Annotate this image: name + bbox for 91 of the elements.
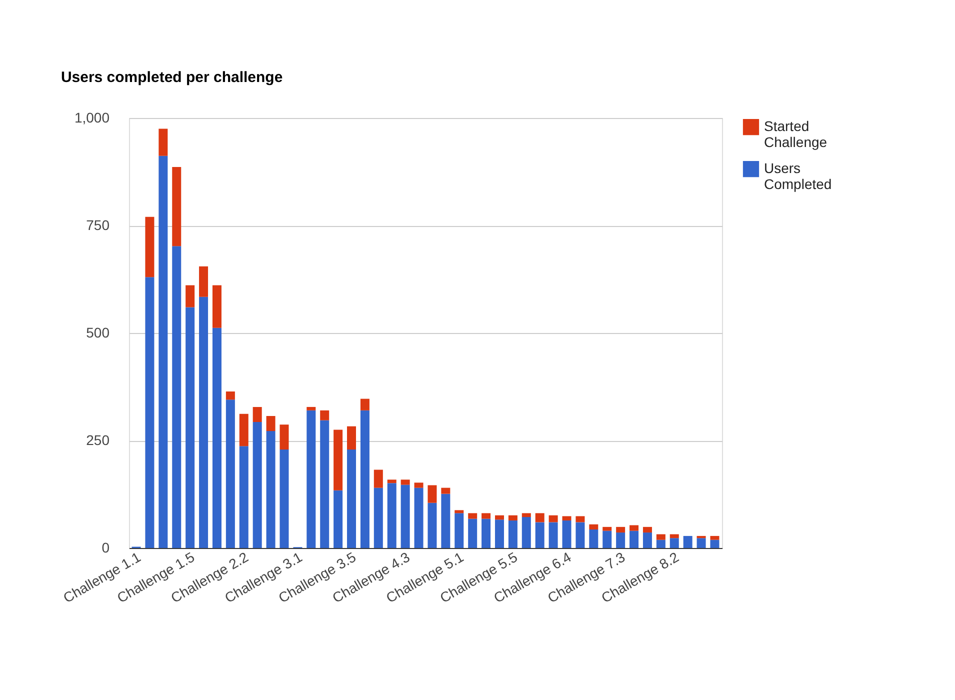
y-tick-label: 0 (102, 540, 110, 556)
bar (360, 410, 370, 548)
bar (562, 520, 572, 548)
bar (642, 526, 652, 533)
bar (428, 485, 437, 503)
bar (360, 398, 370, 410)
bar (280, 450, 289, 548)
bar (576, 522, 585, 548)
bar (212, 328, 222, 548)
bar (374, 470, 383, 488)
bar (630, 530, 639, 548)
bar (535, 513, 544, 522)
bar (482, 513, 491, 519)
bar (562, 516, 572, 520)
bar (306, 406, 316, 410)
bar (320, 410, 330, 420)
bar (266, 431, 276, 548)
bar (441, 488, 450, 494)
bar (226, 391, 235, 400)
bar (630, 525, 639, 531)
bar (589, 530, 598, 548)
bar (589, 524, 598, 530)
bar (642, 532, 652, 548)
bar (172, 246, 182, 548)
y-tick-label: 750 (86, 217, 110, 233)
bar (670, 538, 679, 548)
bar (670, 534, 679, 538)
bar (387, 483, 396, 548)
bar (656, 540, 666, 548)
y-tick-label: 250 (86, 432, 110, 448)
bar (616, 532, 626, 548)
bar (334, 490, 343, 548)
bar (602, 526, 612, 531)
bar (145, 277, 154, 548)
bar (494, 515, 504, 520)
bar (252, 422, 262, 548)
bar (306, 410, 316, 548)
bar (522, 513, 531, 518)
bar (468, 513, 478, 519)
bar (374, 488, 383, 548)
y-tick-label: 500 (86, 324, 110, 340)
bar (441, 494, 450, 548)
bar (576, 516, 585, 522)
bar (266, 416, 276, 432)
bar (239, 446, 248, 548)
bar (158, 156, 168, 548)
bar (158, 128, 168, 156)
bar (602, 530, 612, 548)
bar (508, 515, 518, 520)
bar (172, 167, 182, 246)
bar (199, 296, 208, 548)
bar (656, 534, 666, 540)
bar (548, 522, 558, 548)
bar (414, 482, 424, 488)
bar (145, 216, 154, 278)
legend-label: Started Challenge (764, 118, 828, 150)
bar (508, 520, 518, 548)
bar (186, 307, 195, 548)
bar (199, 266, 208, 297)
bar (468, 518, 478, 548)
bar (696, 538, 706, 548)
chart-title: Users completed per challenge (60, 69, 283, 86)
y-tick-label: 1,000 (74, 110, 110, 126)
bar (414, 488, 424, 548)
bar (347, 426, 356, 450)
bar (387, 480, 396, 484)
bar (252, 406, 262, 422)
bar (334, 430, 343, 490)
bar (454, 510, 464, 514)
bar (696, 536, 706, 538)
bar (522, 517, 531, 548)
bar (616, 526, 626, 533)
bar (400, 480, 410, 485)
bar (186, 285, 195, 308)
bar (683, 536, 692, 548)
bar (428, 502, 437, 548)
bar (482, 518, 491, 548)
bar (280, 424, 289, 450)
bar (320, 420, 330, 548)
bar (548, 515, 558, 522)
bar (400, 484, 410, 548)
bar (494, 520, 504, 548)
bar (347, 450, 356, 548)
bar (212, 285, 222, 328)
bar (535, 522, 544, 548)
bar (239, 414, 248, 446)
bar (226, 400, 235, 548)
bar (710, 540, 720, 548)
bar (454, 513, 464, 548)
legend-label: Users Completed (764, 160, 832, 192)
bar (710, 536, 720, 540)
